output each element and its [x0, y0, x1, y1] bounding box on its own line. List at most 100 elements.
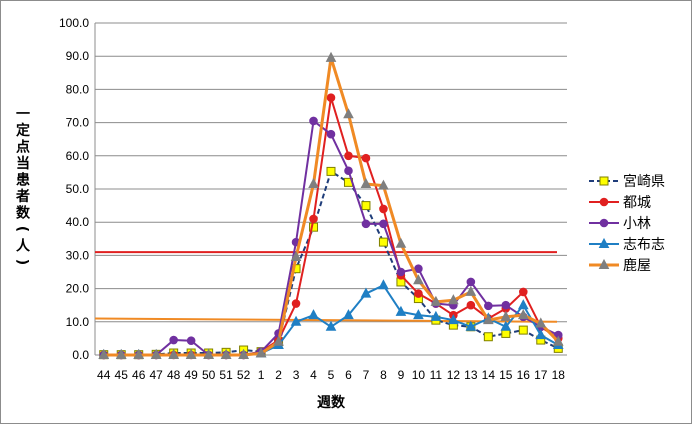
data-point: [326, 93, 336, 102]
data-point: [500, 320, 512, 331]
data-point: [448, 294, 459, 305]
data-point: [115, 348, 127, 359]
y-axis-title-char: 当: [16, 155, 30, 172]
data-point: [186, 336, 196, 346]
x-tick-label: 11: [430, 368, 443, 382]
x-tick-label: 49: [184, 368, 198, 382]
data-point: [378, 279, 389, 290]
y-axis-title-char: 定: [16, 122, 30, 139]
y-axis-title-char: 患: [16, 172, 30, 189]
data-point: [552, 335, 564, 346]
data-point: [273, 335, 284, 346]
data-point: [535, 317, 547, 328]
data-point: [360, 177, 372, 189]
x-tick-label: 10: [412, 368, 426, 382]
y-tick-label: 10.0: [66, 315, 90, 329]
data-point: [150, 348, 162, 359]
x-tick-label: 2: [275, 368, 282, 382]
data-point: [133, 348, 145, 359]
data-point: [344, 166, 353, 176]
legend-swatch-marker: [598, 237, 610, 248]
data-point: [238, 348, 249, 359]
y-tick-label: 0.0: [72, 348, 89, 362]
y-tick-label: 30.0: [66, 248, 90, 262]
y-tick-label: 50.0: [66, 182, 90, 196]
y-axis-title-char: 人: [16, 238, 31, 255]
data-point: [360, 287, 372, 298]
data-point: [448, 314, 459, 325]
y-axis-title-char: 者: [16, 189, 30, 205]
y-axis-title-char: 点: [16, 139, 30, 156]
y-tick-label: 60.0: [66, 149, 90, 163]
data-point: [325, 51, 337, 62]
data-point: [395, 305, 407, 316]
data-point: [361, 219, 371, 229]
data-point: [518, 287, 528, 297]
x-tick-label: 7: [363, 368, 370, 382]
data-point: [484, 301, 493, 311]
y-tick-label: 80.0: [66, 82, 90, 96]
series-5: [98, 51, 564, 359]
data-point: [168, 348, 179, 359]
data-point: [413, 274, 424, 285]
data-point: [290, 315, 302, 326]
x-tick-label: 15: [499, 368, 513, 382]
data-point: [517, 299, 529, 310]
data-point: [414, 289, 423, 298]
x-tick-label: 1: [258, 368, 265, 382]
x-tick-label: 9: [398, 368, 405, 382]
data-point: [430, 310, 442, 321]
data-point: [379, 219, 388, 229]
data-point: [308, 309, 319, 320]
data-point: [343, 108, 354, 119]
data-point: [466, 300, 476, 310]
y-axis-title-char: (: [14, 226, 30, 232]
x-tick-label: 44: [97, 368, 111, 382]
legend-swatch-marker: [599, 176, 609, 186]
data-point: [344, 151, 353, 161]
x-tick-label: 52: [237, 368, 251, 382]
data-point: [326, 129, 336, 139]
legend-label: 志布志: [623, 237, 665, 253]
data-point: [517, 309, 529, 320]
y-tick-label: 70.0: [66, 116, 90, 130]
x-tick-label: 4: [310, 368, 317, 382]
x-tick-label: 12: [447, 368, 461, 382]
x-tick-label: 8: [380, 368, 387, 382]
data-point: [309, 214, 318, 224]
legend-label: 小林: [623, 216, 651, 232]
legend-swatch-marker: [599, 197, 609, 207]
data-point: [535, 329, 547, 340]
data-point: [185, 348, 197, 359]
data-point: [378, 179, 389, 190]
data-point: [325, 320, 337, 331]
y-tick-label: 40.0: [66, 215, 90, 229]
y-axis-title-char: 数: [16, 205, 31, 222]
reference-line: [94, 317, 558, 323]
x-tick-label: 18: [552, 368, 566, 382]
data-point: [326, 166, 336, 176]
x-tick-label: 47: [150, 368, 164, 382]
x-tick-label: 16: [517, 368, 531, 382]
data-point: [361, 201, 371, 211]
data-point: [343, 309, 354, 320]
data-point: [361, 153, 371, 163]
x-tick-label: 6: [345, 368, 352, 382]
data-point: [414, 264, 423, 273]
data-point: [291, 299, 301, 308]
data-point: [169, 335, 178, 345]
data-point: [501, 300, 511, 310]
data-point: [309, 116, 318, 126]
y-tick-label: 20.0: [66, 282, 90, 296]
data-point: [308, 177, 319, 189]
data-point: [255, 347, 267, 358]
y-tick-label: 90.0: [66, 49, 90, 63]
data-point: [483, 332, 493, 342]
x-tick-label: 48: [167, 368, 181, 382]
data-point: [395, 237, 407, 248]
legend-label: 都城: [623, 195, 651, 211]
